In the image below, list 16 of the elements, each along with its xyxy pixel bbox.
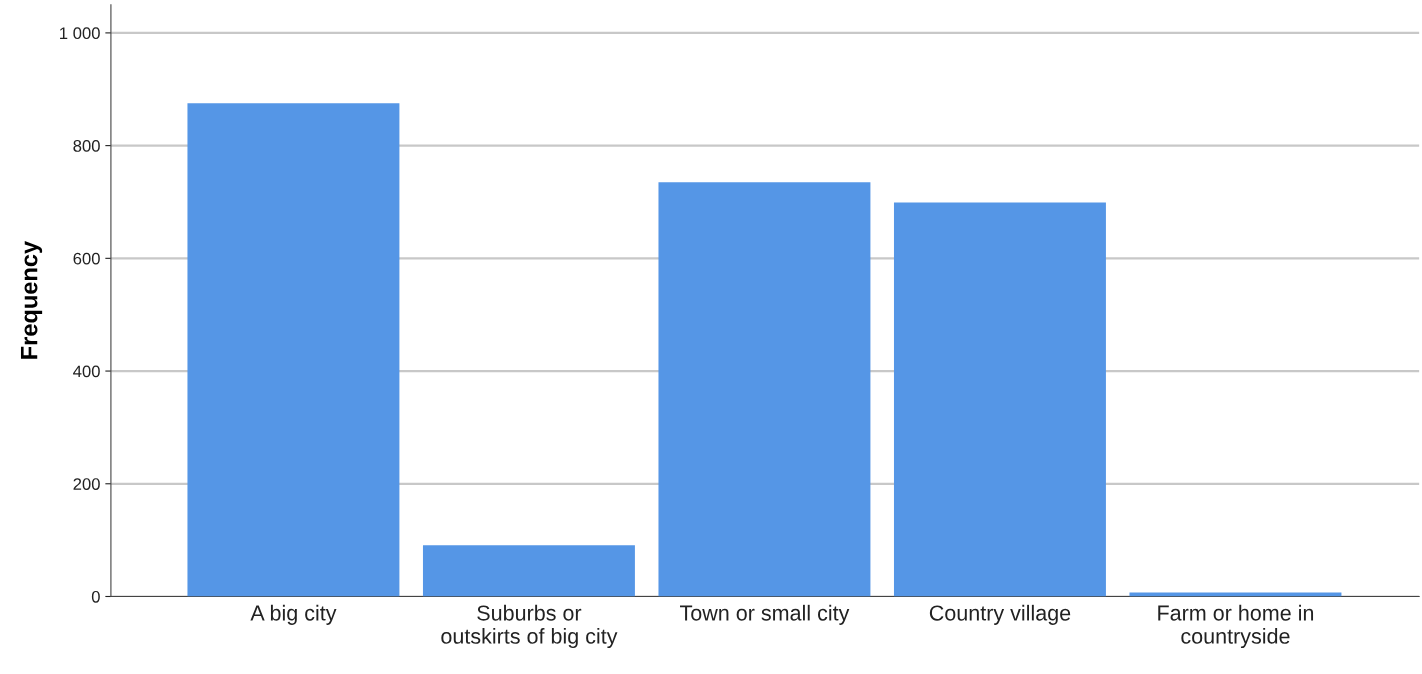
bar [422,545,635,597]
y-tick-label: 0 [91,590,100,603]
x-tick-label: A big city [250,604,337,625]
bar [893,202,1106,597]
x-tick-label: Town or small city [680,604,850,625]
y-tick-label: 200 [73,478,100,490]
y-axis-title: Frequency [20,241,43,359]
bar [658,182,871,597]
y-tick-label: 1 000 [60,27,100,40]
y-tick-label: 600 [73,252,100,265]
y-tick-label: 800 [73,140,100,152]
x-tick-label: Suburbs or outskirts of big city [441,604,618,649]
x-tick-label: Country village [929,604,1071,625]
y-tick-label: 400 [73,365,100,378]
x-tick-label: Farm or home in countryside [1158,604,1314,649]
bar [187,103,400,597]
